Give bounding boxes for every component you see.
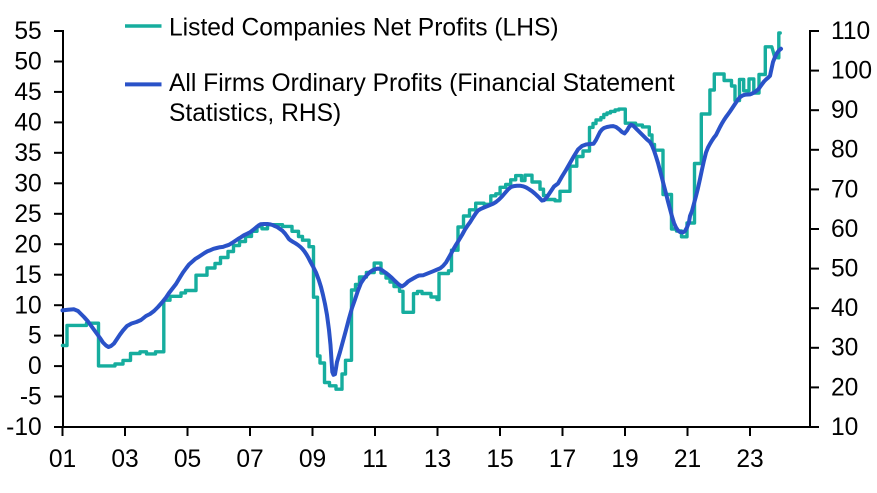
svg-text:07: 07 xyxy=(236,446,263,473)
svg-text:20: 20 xyxy=(14,231,41,258)
svg-text:100: 100 xyxy=(831,58,872,85)
svg-text:19: 19 xyxy=(611,446,638,473)
svg-text:15: 15 xyxy=(486,446,513,473)
svg-text:110: 110 xyxy=(831,18,870,45)
svg-text:5: 5 xyxy=(28,323,42,350)
svg-text:35: 35 xyxy=(14,140,41,167)
svg-text:All Firms Ordinary Profits (Fi: All Firms Ordinary Profits (Financial St… xyxy=(169,70,675,97)
svg-text:09: 09 xyxy=(299,446,326,473)
svg-text:10: 10 xyxy=(831,414,858,441)
svg-text:-10: -10 xyxy=(6,414,42,441)
svg-text:21: 21 xyxy=(674,446,701,473)
svg-text:45: 45 xyxy=(14,79,41,106)
svg-text:90: 90 xyxy=(831,97,858,124)
svg-text:40: 40 xyxy=(831,295,858,322)
svg-text:05: 05 xyxy=(174,446,201,473)
svg-text:03: 03 xyxy=(111,446,138,473)
svg-text:70: 70 xyxy=(831,176,858,203)
svg-text:15: 15 xyxy=(14,262,41,289)
svg-text:40: 40 xyxy=(14,110,41,137)
svg-text:30: 30 xyxy=(14,170,41,197)
svg-text:23: 23 xyxy=(736,446,763,473)
svg-text:01: 01 xyxy=(49,446,76,473)
svg-text:80: 80 xyxy=(831,137,858,164)
svg-text:11: 11 xyxy=(362,446,388,473)
svg-text:Listed Companies Net Profits (: Listed Companies Net Profits (LHS) xyxy=(169,15,559,42)
svg-text:60: 60 xyxy=(831,216,858,243)
svg-text:25: 25 xyxy=(14,201,41,228)
svg-text:13: 13 xyxy=(424,446,451,473)
svg-text:0: 0 xyxy=(28,353,42,380)
svg-text:55: 55 xyxy=(14,18,41,45)
svg-text:17: 17 xyxy=(549,446,576,473)
svg-text:50: 50 xyxy=(831,256,858,283)
svg-text:20: 20 xyxy=(831,374,858,401)
svg-text:10: 10 xyxy=(14,292,41,319)
svg-text:Statistics, RHS): Statistics, RHS) xyxy=(169,100,341,127)
svg-text:30: 30 xyxy=(831,335,858,362)
svg-text:-5: -5 xyxy=(20,384,42,411)
svg-text:50: 50 xyxy=(14,49,41,76)
